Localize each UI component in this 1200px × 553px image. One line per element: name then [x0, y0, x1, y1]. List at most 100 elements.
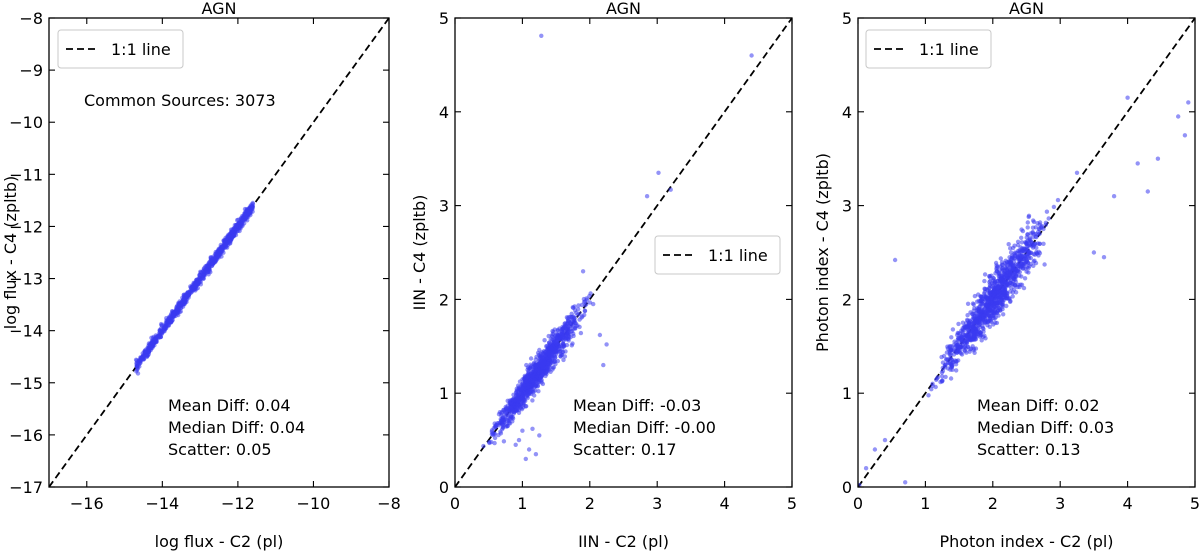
data-point: [536, 367, 541, 373]
data-point: [953, 358, 958, 363]
outlier-point: [863, 466, 869, 471]
data-point: [940, 378, 945, 383]
data-point: [988, 317, 993, 322]
data-point: [942, 365, 947, 370]
outlier-point: [1111, 194, 1117, 199]
data-point: [974, 330, 979, 335]
data-point: [580, 314, 585, 319]
data-point: [1024, 235, 1029, 240]
legend-label: 1:1 line: [111, 40, 171, 59]
data-point: [481, 443, 486, 449]
data-point: [579, 302, 585, 308]
mean-diff-annotation: Mean Diff: 0.04: [168, 396, 291, 415]
outlier-point: [520, 428, 525, 433]
x-tick-label: 2: [988, 494, 998, 513]
legend-label: 1:1 line: [708, 246, 768, 265]
data-point: [939, 374, 945, 379]
outlier-point: [533, 452, 539, 457]
outlier-point: [872, 447, 878, 452]
data-point: [246, 210, 251, 215]
x-tick-label: 0: [450, 494, 460, 513]
data-point: [135, 361, 140, 367]
data-point: [562, 336, 567, 341]
outlier-point: [882, 437, 888, 443]
data-point: [1037, 222, 1042, 227]
data-point: [1022, 246, 1028, 252]
data-point: [986, 300, 991, 305]
data-point: [224, 240, 229, 245]
data-point: [492, 440, 497, 446]
data-point: [499, 411, 504, 416]
data-point: [534, 363, 539, 368]
data-point: [966, 331, 971, 336]
data-point: [1031, 218, 1036, 223]
outlier-point: [591, 301, 596, 307]
outlier-point: [858, 482, 862, 487]
scatter-points: [858, 18, 1195, 487]
x-axis-label: Photon index - C2 (pl): [939, 532, 1113, 551]
data-point: [502, 411, 508, 416]
mean-diff-annotation: Mean Diff: -0.03: [573, 396, 701, 415]
y-tick-label: 0: [439, 478, 449, 497]
y-tick-label: −8: [19, 9, 43, 28]
legend: 1:1 line: [57, 29, 184, 69]
outlier-point: [516, 437, 522, 443]
chart-title: AGN: [1009, 0, 1044, 18]
outlier-point: [903, 480, 908, 485]
data-point: [242, 221, 247, 226]
data-point: [940, 368, 946, 374]
x-tick-label: 4: [1123, 494, 1133, 513]
data-point: [490, 431, 496, 436]
data-point: [530, 398, 535, 403]
x-tick-label: 2: [585, 494, 595, 513]
data-point: [576, 303, 581, 308]
data-point: [541, 358, 547, 364]
data-point: [500, 417, 505, 423]
data-point: [565, 318, 571, 323]
data-point: [248, 204, 253, 209]
data-point: [500, 425, 505, 430]
data-point: [578, 330, 584, 336]
x-tick-label: 5: [1190, 494, 1200, 513]
scatter-annotation: Scatter: 0.13: [977, 440, 1081, 459]
data-point: [1025, 220, 1031, 225]
data-point: [986, 290, 992, 296]
y-tick-label: 0: [842, 478, 852, 497]
x-tick-label: −16: [70, 494, 104, 513]
data-point: [149, 335, 154, 340]
y-tick-label: −14: [9, 322, 43, 341]
data-point: [985, 303, 990, 308]
scatter-points: [49, 18, 389, 487]
outlier-point: [513, 442, 518, 447]
data-point: [965, 313, 970, 318]
data-point: [982, 316, 988, 322]
data-point: [515, 403, 521, 408]
outlier-point: [749, 53, 754, 58]
data-point: [1031, 244, 1036, 249]
panel-log-flux: −16 −14 −12 −10 −8 −17 −16 −15 −14 −13 −12 −11 −10 −9…: [1, 0, 401, 551]
legend-box: [654, 235, 781, 275]
data-point: [505, 417, 511, 422]
data-point: [997, 308, 1003, 313]
y-tick-label: 5: [842, 9, 852, 28]
outlier-point: [597, 332, 603, 338]
data-point: [986, 309, 991, 315]
data-point: [1010, 294, 1015, 299]
data-point: [550, 328, 555, 334]
plot-frame: [454, 17, 793, 488]
data-point: [1013, 290, 1019, 295]
y-tick-label: −11: [9, 165, 43, 184]
data-point: [939, 354, 944, 360]
data-point: [977, 316, 982, 321]
data-point: [982, 286, 988, 292]
y-tick-label: 2: [439, 290, 449, 309]
data-point: [170, 309, 175, 314]
data-point: [1004, 303, 1009, 309]
y-tick-label: 3: [842, 197, 852, 216]
data-point: [570, 321, 576, 326]
data-point: [496, 423, 501, 428]
median-diff-annotation: Median Diff: -0.00: [573, 418, 716, 437]
data-point: [551, 359, 557, 365]
x-tick-label: −8: [377, 494, 401, 513]
data-point: [548, 337, 553, 342]
